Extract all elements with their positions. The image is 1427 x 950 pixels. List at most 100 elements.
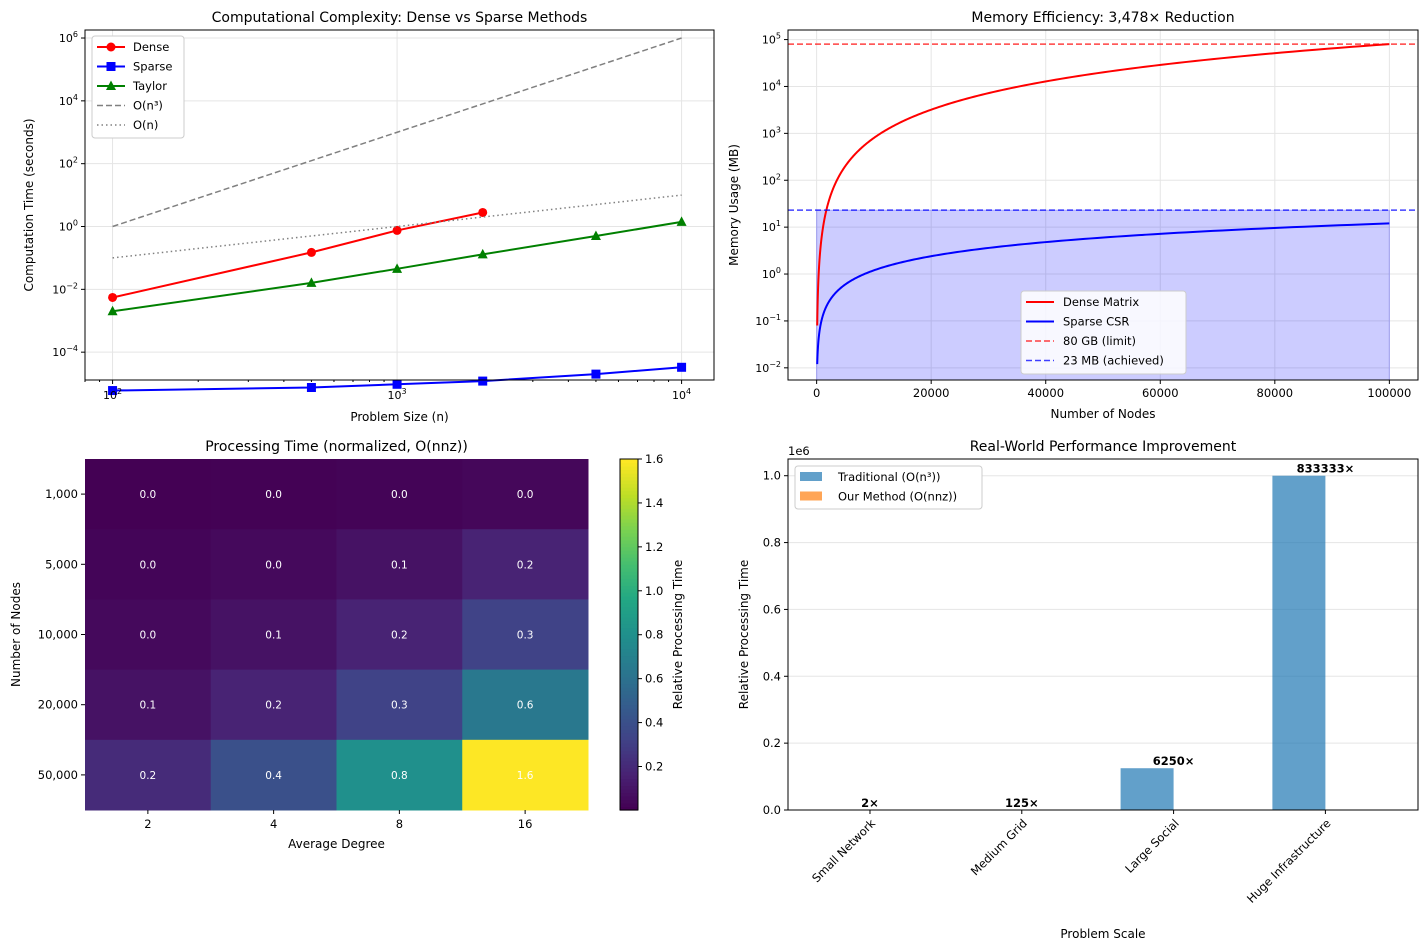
cell-label: 0.0: [391, 489, 408, 501]
heatmap-cell: [85, 739, 212, 811]
cell-label: 0.1: [140, 700, 157, 712]
data-point: [477, 248, 488, 259]
y-tick-label: 106: [59, 30, 78, 45]
colorbar-segment: [620, 708, 638, 713]
colorbar-segment: [620, 571, 638, 576]
colorbar-segment: [620, 459, 638, 464]
cell-label: 0.0: [265, 489, 282, 501]
y-tick-label: 10,000: [38, 628, 78, 642]
heatmap-cell: [210, 669, 337, 741]
x-tick-label: 100000: [1367, 386, 1411, 400]
colorbar-segment: [620, 732, 638, 737]
cell-label: 1.6: [517, 770, 534, 782]
legend: Dense Matrix Sparse CSR 80 GB (limit) 23 MB…: [1020, 290, 1187, 375]
y-tick-label: 10−2: [52, 281, 78, 296]
data-point: [478, 207, 488, 217]
series-line-2: [112, 220, 682, 313]
colorbar-segment: [620, 567, 638, 572]
legend-label: Sparse CSR: [1063, 315, 1129, 329]
data-point: [591, 369, 601, 379]
y-tick-label: 10−1: [755, 313, 781, 328]
colorbar-tick-label: 1.0: [645, 584, 663, 598]
legend-label: Traditional (O(n³)): [837, 470, 940, 484]
colorbar-segment: [620, 476, 638, 481]
y-tick-label-exp: 0: [776, 266, 781, 275]
chart-title: Processing Time (normalized, O(nnz)): [205, 439, 468, 455]
legend-swatch: [800, 472, 822, 481]
x-tick-label-exp: 4: [686, 387, 691, 396]
colorbar-segment: [620, 739, 638, 744]
cell-label: 0.0: [140, 559, 157, 571]
x-axis-label: Problem Size (n): [350, 410, 448, 424]
colorbar-segment: [620, 704, 638, 709]
colorbar-segment: [620, 613, 638, 618]
y-tick-label: 0.2: [763, 736, 781, 750]
y-tick-label-exp: −4: [66, 344, 78, 353]
y-axis-label: Number of Nodes: [9, 582, 23, 687]
colorbar-segment: [620, 497, 638, 502]
colorbar-segment: [620, 694, 638, 699]
data-point: [392, 225, 402, 235]
x-tick-label: 20000: [913, 386, 950, 400]
data-point: [108, 292, 118, 302]
colorbar-segment: [620, 494, 638, 499]
heatmap-cell: [210, 529, 337, 600]
y-tick-label-base: 10: [762, 127, 776, 140]
y-tick-label-base: 10: [52, 346, 66, 359]
x-tick-label: 104: [672, 387, 691, 402]
colorbar-segment: [620, 795, 638, 801]
chart-title: Computational Complexity: Dense vs Spars…: [212, 10, 588, 26]
x-tick-label-exp: 2: [117, 387, 122, 396]
heatmap-cell: [210, 599, 337, 671]
colorbar-segment: [620, 578, 638, 583]
y-tick-label-exp: 2: [776, 172, 781, 181]
chart-title: Real-World Performance Improvement: [970, 439, 1237, 455]
colorbar-segment: [620, 525, 638, 530]
x-tick-label: 60000: [1142, 386, 1179, 400]
colorbar-segment: [620, 616, 638, 622]
colorbar-segment: [620, 641, 638, 646]
y-tick-label-base: 10: [755, 315, 769, 328]
colorbar-segment: [620, 560, 638, 565]
colorbar-tick-label: 1.2: [645, 540, 663, 554]
legend-label: Sparse: [133, 60, 172, 74]
cell-label: 0.3: [517, 630, 534, 642]
data-point: [306, 247, 316, 257]
legend-label: Dense: [133, 40, 169, 54]
colorbar-segment: [620, 480, 638, 485]
x-tick-label: 2: [144, 817, 151, 831]
cell-label: 0.6: [517, 700, 534, 712]
y-tick-label: 10−4: [52, 344, 78, 359]
colorbar-segment: [620, 592, 638, 597]
legend: Dense Sparse Taylor O(n³) O(n): [91, 35, 185, 139]
colorbar-segment: [620, 743, 638, 748]
cell-label: 0.0: [140, 630, 157, 642]
cell-label: 0.1: [265, 630, 282, 642]
colorbar-segment: [620, 701, 638, 706]
y-axis-label: Memory Usage (MB): [727, 144, 741, 266]
colorbar-segment: [620, 508, 638, 513]
bar-annotation: 2×: [861, 796, 879, 810]
y-tick-label: 103: [762, 125, 781, 140]
y-tick-label: 1,000: [45, 487, 78, 501]
y-tick-label: 104: [59, 93, 78, 108]
y-tick-label-exp: −2: [769, 360, 781, 369]
y-tick-label-base: 10: [755, 362, 769, 375]
colorbar-segment: [620, 690, 638, 695]
x-tick-label-base: 10: [103, 389, 117, 402]
colorbar-segment: [620, 645, 638, 650]
colorbar-segment: [620, 687, 638, 692]
data-point: [676, 216, 687, 226]
data-point: [677, 362, 687, 372]
colorbar-segment: [620, 669, 638, 674]
series-line-0: [816, 43, 1390, 326]
colorbar-segment: [620, 546, 638, 551]
colorbar-segment: [620, 718, 638, 723]
cell-label: 0.2: [517, 559, 534, 571]
y-tick-label-exp: −1: [769, 313, 781, 322]
y-axis-label: Computation Time (seconds): [22, 118, 36, 291]
colorbar-segment: [620, 557, 638, 562]
cell-label: 0.8: [391, 770, 408, 782]
bar-annotation: 833333×: [1297, 462, 1355, 476]
y-tick-label: 104: [762, 78, 781, 93]
